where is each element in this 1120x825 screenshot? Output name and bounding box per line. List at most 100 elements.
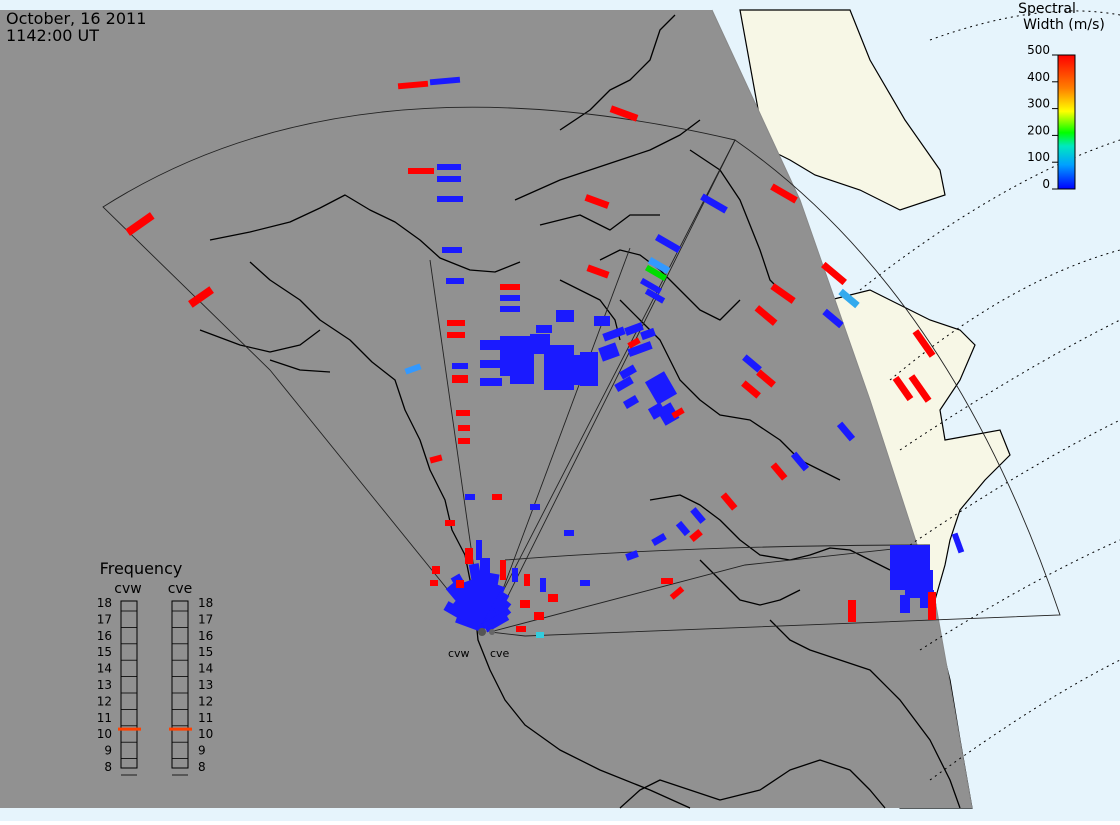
latitude-grid (859, 10, 1120, 781)
backscatter-cell (524, 574, 530, 586)
colorbar: Spectral Width (m/s) 500 400 300 200 100 0 (1018, 1, 1105, 191)
backscatter-cell (432, 566, 440, 574)
freq-label-left: 12 (97, 694, 112, 708)
cvw-fov (102, 106, 736, 633)
backscatter-cell (640, 327, 656, 341)
cvw-site-label: cvw (448, 647, 470, 660)
freq-label-right: 17 (198, 612, 213, 626)
backscatter-cell (429, 76, 461, 86)
colorbar-tick-label: 0 (1042, 177, 1050, 191)
freq-label-left: 14 (97, 662, 112, 676)
backscatter-cell (442, 247, 462, 253)
backscatter-cell (492, 494, 502, 500)
backscatter-cell (465, 494, 475, 500)
backscatter-cell (445, 520, 455, 526)
backscatter-cell (548, 594, 558, 602)
freq-label-left: 9 (104, 744, 112, 758)
backscatter-cell (534, 612, 544, 620)
backscatter-cell (456, 580, 464, 588)
backscatter-cell (536, 325, 552, 333)
freq-label-right: 15 (198, 645, 213, 659)
backscatter-cell (446, 278, 464, 284)
backscatter-cell (586, 264, 610, 279)
frequency-panel: Frequency cvw cve 18 18 17 17 16 16 15 15 14 14 13… (97, 559, 213, 776)
backscatter-cell (598, 342, 620, 362)
cve-fov (489, 139, 1061, 637)
backscatter-cell (480, 378, 502, 386)
backscatter-cell (892, 375, 914, 402)
backscatter-cell (821, 261, 847, 286)
backscatter-cell (429, 454, 443, 464)
backscatter-cell (690, 507, 706, 524)
freq-label-right: 18 (198, 596, 213, 610)
backscatter-cell (928, 592, 936, 620)
backscatter-cell (651, 532, 667, 547)
freq-label-right: 13 (198, 678, 213, 692)
freq-label-left: 10 (97, 727, 112, 741)
colorbar-tick-label: 200 (1027, 123, 1050, 137)
backscatter-cell (452, 363, 468, 369)
backscatter-cell (689, 528, 703, 543)
backscatter-cell (556, 310, 574, 322)
backscatter-cell (790, 451, 810, 472)
backscatter-cell (754, 305, 778, 326)
backscatter-cell (912, 329, 936, 358)
freq-label-left: 11 (97, 711, 112, 725)
backscatter-cell (480, 360, 502, 368)
backscatter-cell (500, 560, 506, 580)
backscatter-cell (625, 550, 639, 561)
backscatter-cell (564, 530, 574, 536)
colorbar-tick-label: 400 (1027, 70, 1050, 84)
freq-label-right: 10 (198, 727, 213, 741)
backscatter-cell (458, 425, 470, 431)
freq-label-left: 15 (97, 645, 112, 659)
backscatter-cell (437, 164, 461, 170)
freq-label-right: 8 (198, 760, 206, 774)
backscatter-cell (530, 504, 540, 510)
backscatter-cell (430, 580, 438, 586)
backscatter-cell (458, 438, 470, 444)
backscatter-cell (654, 233, 682, 254)
backscatter-cell (609, 105, 639, 122)
backscatter-cell (647, 402, 667, 420)
cve-site-marker (489, 629, 495, 635)
time-label: 1142:00 UT (6, 26, 99, 45)
freq-label-left: 17 (97, 612, 112, 626)
backscatter-cell (584, 194, 610, 209)
backscatter-cell (627, 337, 641, 349)
backscatter-cell (675, 520, 691, 537)
backscatter-cell (437, 176, 461, 182)
freq-label-left: 16 (97, 629, 112, 643)
terminator-line (711, 9, 973, 809)
backscatter-cell (770, 183, 798, 204)
backscatter-cell (456, 410, 470, 416)
date-label: October, 16 2011 (6, 9, 146, 28)
backscatter-cell (500, 295, 520, 301)
colorbar-title-line2: Width (m/s) (1023, 17, 1105, 33)
backscatter-cell (836, 421, 856, 442)
freq-label-right: 14 (198, 662, 213, 676)
backscatter-cell (644, 371, 678, 405)
frequency-title: Frequency (100, 559, 183, 578)
freq-label-right: 12 (198, 694, 213, 708)
backscatter-fan-cell (482, 611, 510, 633)
freq-cve-box (171, 600, 189, 769)
backscatter-cell (404, 363, 422, 375)
backscatter-cell (822, 308, 844, 329)
backscatter-cell (520, 600, 530, 608)
backscatter-cell (951, 532, 965, 554)
cve-site-label: cve (490, 647, 510, 660)
backscatter-cell (622, 395, 640, 409)
freq-label-left: 18 (97, 596, 112, 610)
backscatter-cell (700, 193, 728, 214)
backscatter-cell (756, 369, 776, 388)
backscatter-cell (770, 283, 796, 304)
freq-cvw-box (120, 600, 138, 769)
backscatter-cell (512, 568, 518, 582)
backscatter-cell (639, 277, 663, 295)
backscatter-cell (580, 580, 590, 586)
backscatter-cell (647, 256, 671, 275)
backscatter-cell (447, 320, 465, 326)
